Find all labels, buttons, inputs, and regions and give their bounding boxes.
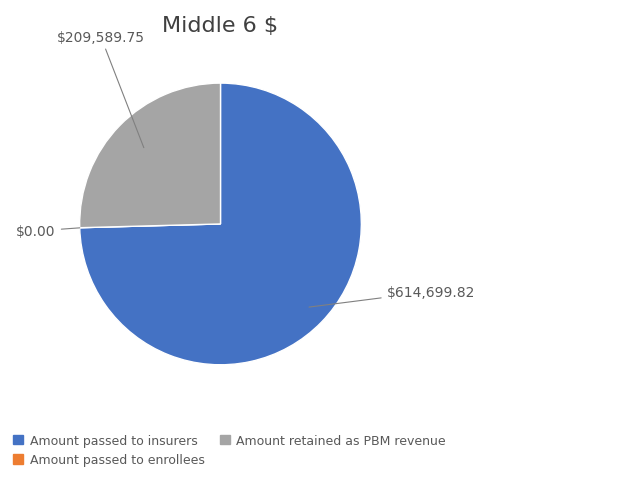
- Text: $0.00: $0.00: [16, 224, 80, 239]
- Wedge shape: [79, 84, 220, 228]
- Wedge shape: [80, 224, 220, 228]
- Text: $614,699.82: $614,699.82: [309, 285, 475, 307]
- Title: Middle 6 $: Middle 6 $: [163, 16, 278, 36]
- Legend: Amount passed to insurers, Amount passed to enrollees, Amount retained as PBM re: Amount passed to insurers, Amount passed…: [8, 429, 450, 471]
- Wedge shape: [80, 84, 362, 365]
- Text: $209,589.75: $209,589.75: [57, 31, 145, 148]
